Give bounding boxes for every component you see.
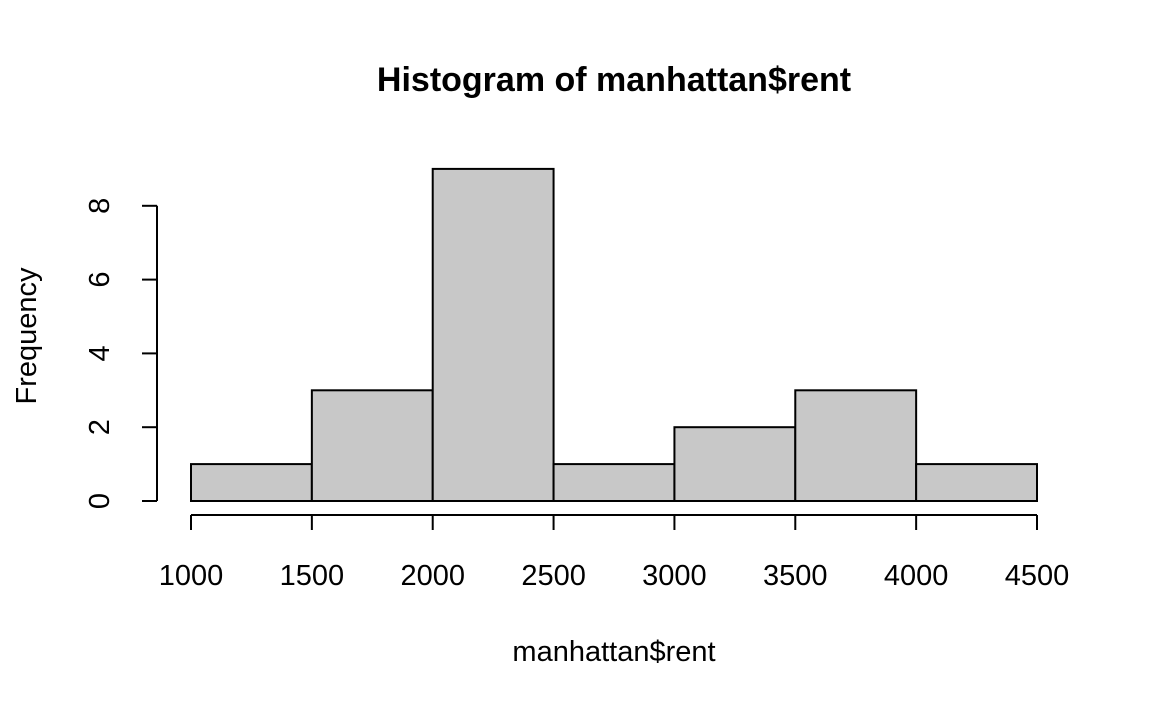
- x-tick-label-0: 1000: [159, 560, 224, 592]
- histogram-bar-3: [552, 463, 676, 503]
- bars-group: [190, 167, 1039, 503]
- x-axis-label: manhattan$rent: [512, 636, 715, 668]
- histogram-bar-0: [190, 463, 313, 503]
- y-tick-label-1: 2: [84, 419, 116, 435]
- y-tick-label-0: 0: [84, 493, 116, 509]
- x-tick-label-6: 4000: [884, 560, 949, 592]
- histogram-bar-2: [431, 167, 555, 502]
- chart-title: Histogram of manhattan$rent: [377, 61, 851, 99]
- y-axis: 0 2 4 6 8: [84, 198, 158, 509]
- x-tick-label-3: 2500: [521, 560, 586, 592]
- x-tick-label-7: 4500: [1005, 560, 1070, 592]
- x-axis: 1000 1500 2000 2500 3000 3500 4000 4500: [159, 514, 1070, 592]
- histogram-bar-1: [310, 389, 434, 502]
- histogram-bar-5: [794, 389, 918, 502]
- x-tick-label-5: 3500: [763, 560, 828, 592]
- histogram-bar-6: [915, 463, 1039, 503]
- y-axis-label: Frequency: [11, 267, 43, 405]
- histogram-bar-4: [673, 426, 797, 503]
- x-tick-label-2: 2000: [400, 560, 465, 592]
- y-tick-label-2: 4: [84, 345, 116, 361]
- x-tick-label-4: 3000: [642, 560, 707, 592]
- y-tick-label-3: 6: [84, 272, 116, 288]
- y-tick-label-4: 8: [84, 198, 116, 214]
- x-tick-label-1: 1500: [280, 560, 345, 592]
